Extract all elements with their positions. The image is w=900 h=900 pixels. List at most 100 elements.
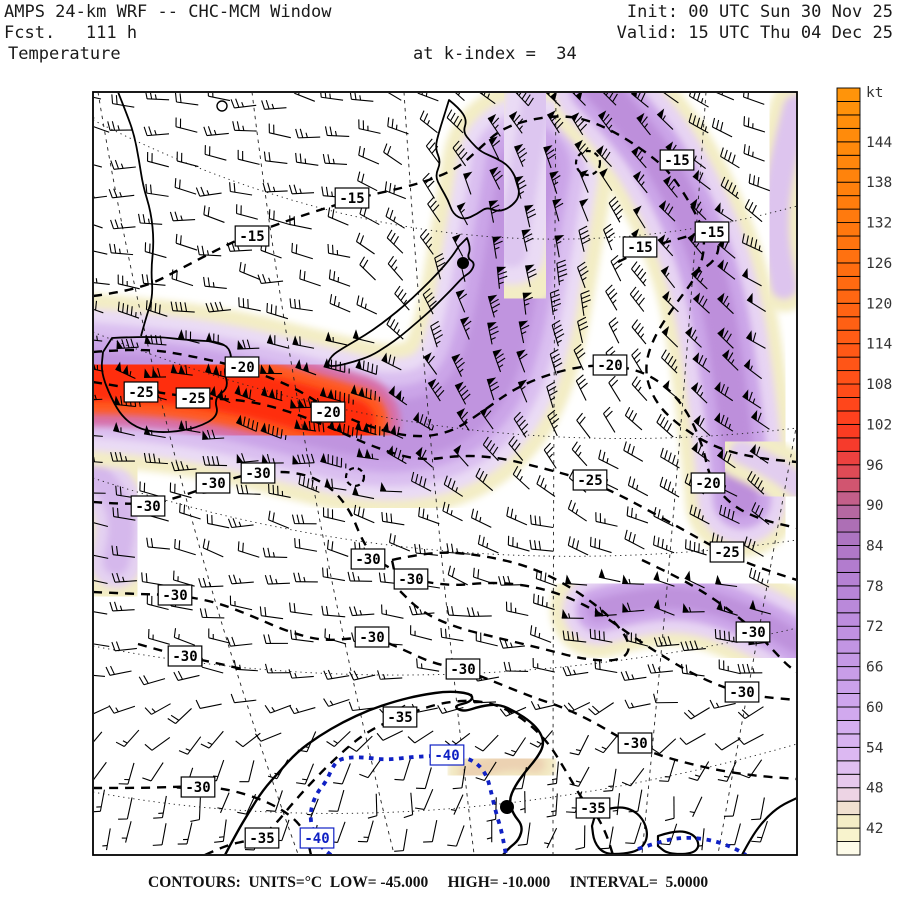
colorbar-tick-label: 42 — [866, 821, 883, 837]
nz-south-island-coast — [327, 237, 475, 367]
contour-label-layer: -15 -15 -15 -15 -15 -20 -20 -20 -20 -25 -25 -25 -25 -… — [123, 149, 771, 849]
contour-label-box — [334, 187, 370, 209]
colorbar-cell — [836, 168, 861, 183]
contour-label-box — [195, 472, 231, 494]
colorbar-cell — [836, 114, 861, 129]
contour-label-box — [575, 797, 611, 819]
colorbar-cell — [836, 127, 861, 143]
colorbar-cell — [836, 181, 861, 197]
contour--40 — [637, 835, 747, 854]
contour--30 — [94, 785, 313, 854]
contour-label-box — [690, 472, 726, 494]
contour-label: -25 — [128, 385, 153, 401]
colorbar-cell — [836, 639, 861, 654]
level-label: at k-index = 34 — [413, 44, 577, 64]
colorbar-tick-label: 132 — [866, 216, 892, 232]
contour-label: -30 — [622, 736, 647, 752]
mcmurdo-dot — [500, 800, 514, 814]
corner-coast — [741, 797, 796, 854]
colorbar-cell — [836, 302, 861, 318]
contour--15 — [617, 231, 720, 273]
contour-label-box — [694, 221, 730, 243]
island-coast — [656, 830, 700, 854]
contour-label: -15 — [239, 229, 264, 245]
contour-label: -30 — [135, 499, 160, 515]
colorbar-cell — [836, 746, 861, 762]
contour-label-box — [240, 462, 276, 484]
contour-label: -35 — [580, 801, 605, 817]
contour-label-box — [234, 225, 270, 247]
contour--20 — [94, 348, 796, 530]
contour-label: -25 — [577, 473, 602, 489]
colorbar-tick-label: 54 — [866, 740, 884, 756]
colorbar-cell — [836, 571, 861, 587]
contour-label: -30 — [729, 685, 754, 701]
colorbar-cell — [836, 652, 861, 668]
tasmania-coast — [100, 336, 232, 433]
colorbar-cell — [836, 195, 861, 210]
contour-label: -20 — [597, 358, 622, 374]
australia-coast — [117, 93, 155, 337]
christchurch-dot — [457, 257, 469, 269]
colorbar-cell — [836, 356, 861, 372]
colorbar-cell — [836, 87, 861, 102]
colorbar-cell — [836, 800, 861, 816]
colorbar-cell — [836, 598, 861, 614]
colorbar-tick-label: 108 — [866, 377, 892, 393]
contour-label: -20 — [695, 476, 720, 492]
colorbar-tick-label: 90 — [866, 498, 883, 514]
contour-label-box — [572, 469, 608, 491]
contour-label: -30 — [172, 649, 197, 665]
colorbar-tick-label: 102 — [866, 417, 892, 433]
contour-label-box — [724, 681, 760, 703]
colorbar-cell — [836, 612, 861, 627]
colorbar-cell — [836, 773, 861, 789]
contour-label: -15 — [627, 240, 652, 256]
contour-circle — [574, 149, 602, 177]
contour-label-box — [622, 236, 658, 258]
colorbar-cell — [836, 343, 861, 358]
contour-label-box — [617, 732, 653, 754]
contour-label: -30 — [355, 552, 380, 568]
contour-label-box — [224, 356, 260, 378]
colorbar-cell — [836, 275, 861, 291]
colorbar-cell — [836, 585, 861, 600]
colorbar-cell — [836, 787, 861, 802]
contour-label-box — [175, 387, 211, 409]
colorbar-cell — [836, 423, 861, 439]
colorbar-tick-label: 138 — [866, 175, 892, 191]
colorbar-cell — [836, 679, 861, 694]
colorbar-cell — [836, 666, 861, 681]
contour-label-box — [244, 827, 280, 849]
colorbar-cell — [836, 101, 861, 116]
contour-label: -35 — [387, 710, 412, 726]
colorbar-cell — [836, 464, 861, 479]
contour--25 — [94, 380, 796, 581]
contour-label-box — [310, 401, 346, 423]
forecast-hour: Fcst. 111 h — [4, 23, 138, 43]
contour-label-box — [350, 548, 386, 570]
colorbar-cell — [836, 235, 861, 250]
colorbar-cell — [836, 504, 861, 520]
colorbar-cell — [836, 154, 861, 170]
contour-label: -15 — [339, 191, 364, 207]
contour-label: -30 — [200, 476, 225, 492]
colorbar-cell — [836, 289, 861, 304]
colorbar-cell — [836, 814, 861, 829]
colorbar-cell — [836, 719, 861, 735]
colorbar-cell — [836, 222, 861, 237]
contour-label: -30 — [398, 572, 423, 588]
colorbar-cell — [836, 706, 861, 721]
colorbar-cell — [836, 397, 861, 412]
contour-label-box — [157, 584, 193, 606]
colorbar-tick-label: 72 — [866, 619, 883, 635]
colorbar-cell — [836, 518, 861, 533]
coastline-layer — [100, 93, 796, 854]
contour-label: -30 — [162, 588, 187, 604]
contour-label-box — [123, 381, 159, 403]
colorbar-tick-label: 114 — [866, 337, 892, 353]
colorbar-cell — [836, 437, 861, 452]
wind-barb-layer — [94, 93, 771, 852]
contour-label-box — [354, 626, 390, 648]
